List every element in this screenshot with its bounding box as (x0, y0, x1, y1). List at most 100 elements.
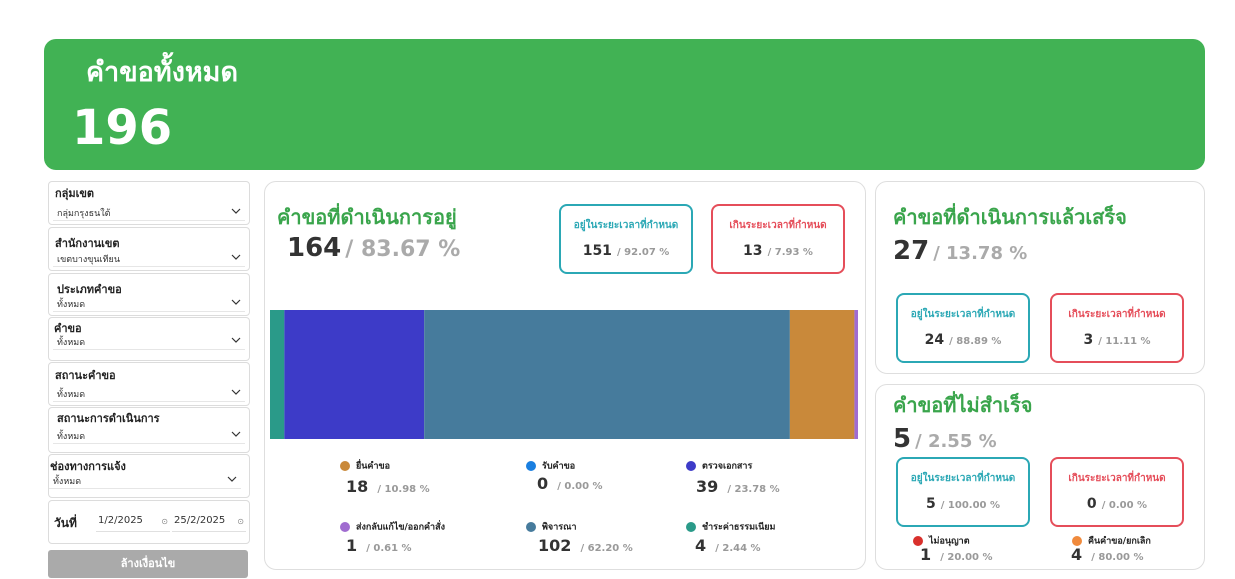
legend-count: 4 (695, 536, 707, 555)
kpi-percent: / 7.93 % (767, 247, 813, 258)
legend-label: ยื่นคำขอ (356, 461, 391, 472)
kpi-title: อยู่ในระยะเวลาที่กำหนด (910, 473, 1016, 484)
legend-dot (913, 535, 923, 546)
kpi-title: เกินระยะเวลาที่กำหนด (729, 220, 827, 231)
legend-item: ยื่นคำขอ (340, 455, 390, 474)
in-progress-percent: 83.67 % (360, 237, 461, 262)
date-start-input[interactable]: 1/2/2025 ⊙ (96, 510, 170, 532)
failed-overdue-card: เกินระยะเวลาที่กำหนด 0 / 0.00 % (1050, 457, 1184, 527)
calendar-icon[interactable]: ⊙ (237, 517, 244, 526)
filter-zone-group[interactable]: กลุ่มเขต กลุ่มกรุงธนใต้ (48, 181, 250, 225)
legend-item: พิจารณา (526, 516, 577, 535)
kpi-value: 24 / 88.89 % (898, 329, 1028, 348)
filter-channel[interactable]: ช่องทางการแจ้ง ทั้งหมด (48, 454, 250, 498)
date-filter-label: วันที่ (54, 516, 77, 530)
filter-value: ทั้งหมด (57, 338, 86, 348)
legend-percent: / 20.00 % (940, 552, 993, 563)
filter-label: คำขอ (54, 322, 82, 335)
legend-dot (686, 460, 696, 471)
in-progress-count-value: 164 (287, 233, 342, 263)
filter-label: สำนักงานเขต (55, 237, 120, 250)
legend-dot (1072, 535, 1082, 546)
operation-status-select[interactable]: ทั้งหมด (53, 426, 245, 444)
in-progress-count: 164/ 83.67 % (287, 233, 460, 263)
zone-group-select[interactable]: กลุ่มกรุงธนใต้ (53, 203, 245, 221)
completed-percent: 13.78 % (946, 243, 1028, 264)
legend-label: ไม่อนุญาต (929, 536, 970, 547)
failed-on-time-card: อยู่ในระยะเวลาที่กำหนด 5 / 100.00 % (896, 457, 1030, 527)
legend-item: รับคำขอ (526, 455, 575, 474)
filter-value: ทั้งหมด (57, 432, 86, 442)
legend-item: ชำระค่าธรรมเนียม (686, 516, 775, 535)
legend-count: 102 (538, 536, 572, 555)
in-progress-overdue-card: เกินระยะเวลาที่กำหนด 13 / 7.93 % (711, 204, 845, 274)
calendar-icon[interactable]: ⊙ (161, 517, 168, 526)
legend-label: ตรวจเอกสาร (702, 461, 753, 472)
filter-label: ประเภทคำขอ (57, 283, 122, 296)
date-end-input[interactable]: 25/2/2025 ⊙ (172, 510, 246, 532)
channel-select[interactable]: ทั้งหมด (49, 471, 241, 489)
bar-segment-3[interactable] (789, 310, 855, 439)
filter-request-status[interactable]: สถานะคำขอ ทั้งหมด (48, 362, 250, 406)
legend-item: ส่งกลับแก้ไข/ออกคำสั่ง (340, 516, 445, 535)
chevron-down-icon (231, 299, 241, 305)
completed-title: คำขอที่ดำเนินการแล้วเสร็จ (893, 205, 1127, 229)
bar-segment-1[interactable] (284, 310, 425, 439)
legend-percent: / 62.20 % (580, 543, 633, 554)
chevron-down-icon (231, 389, 241, 395)
kpi-title: อยู่ในระยะเวลาที่กำหนด (573, 220, 679, 231)
request-select[interactable]: ทั้งหมด (53, 332, 245, 350)
legend-percent: / 2.44 % (715, 543, 761, 554)
in-progress-title: คำขอที่ดำเนินการอยู่ (277, 205, 457, 229)
kpi-count: 24 (924, 332, 945, 348)
legend-value: 0 / 0.00 % (537, 474, 603, 493)
summary-banner (44, 39, 1205, 170)
divider: / (915, 431, 928, 452)
request-status-select[interactable]: ทั้งหมด (53, 384, 245, 402)
filter-value: ทั้งหมด (57, 300, 86, 310)
legend-dot (526, 460, 536, 471)
chevron-down-icon (231, 337, 241, 343)
failed-percent: 2.55 % (927, 431, 997, 452)
banner-total-count: 196 (72, 100, 173, 156)
divider: / (933, 243, 947, 264)
banner-title: คำขอทั้งหมด (86, 57, 239, 88)
filter-request[interactable]: คำขอ ทั้งหมด (48, 317, 250, 361)
legend-count: 39 (696, 477, 719, 496)
kpi-value: 5 / 100.00 % (898, 493, 1028, 512)
kpi-percent: / 92.07 % (617, 247, 670, 258)
date-end-value: 25/2/2025 (174, 515, 226, 526)
bar-segment-0[interactable] (270, 310, 285, 439)
legend-value: 1 / 0.61 % (346, 536, 412, 555)
legend-percent: / 0.61 % (366, 543, 412, 554)
request-type-select[interactable]: ทั้งหมด (53, 294, 245, 312)
kpi-value: 13 / 7.93 % (713, 240, 843, 259)
filter-operation-status[interactable]: สถานะการดำเนินการ ทั้งหมด (48, 407, 250, 453)
in-progress-on-time-card: อยู่ในระยะเวลาที่กำหนด 151 / 92.07 % (559, 204, 693, 274)
legend-label: พิจารณา (542, 522, 577, 533)
legend-percent: / 23.78 % (727, 484, 780, 495)
legend-value: 39 / 23.78 % (696, 477, 780, 496)
bar-segment-4[interactable] (854, 310, 858, 439)
chevron-down-icon (231, 208, 241, 214)
legend-value: 18 / 10.98 % (346, 477, 430, 496)
district-office-select[interactable]: เขตบางขุนเทียน (53, 249, 245, 267)
filter-request-type[interactable]: ประเภทคำขอ ทั้งหมด (48, 273, 250, 316)
legend-label: ชำระค่าธรรมเนียม (702, 522, 776, 533)
kpi-percent: / 11.11 % (1098, 336, 1151, 347)
bar-segment-2[interactable] (424, 310, 790, 439)
failed-count: 5/ 2.55 % (893, 424, 997, 454)
failed-breakdown-item: คืนคำขอ/ยกเลิก (1072, 530, 1151, 549)
completed-overdue-card: เกินระยะเวลาที่กำหนด 3 / 11.11 % (1050, 293, 1184, 363)
legend-count: 18 (346, 477, 369, 496)
divider: / (345, 237, 361, 262)
kpi-percent: / 88.89 % (949, 336, 1002, 347)
legend-count: 1 (346, 536, 358, 555)
legend-dot (340, 460, 350, 471)
legend-label: ส่งกลับแก้ไข/ออกคำสั่ง (356, 522, 446, 533)
filter-district-office[interactable]: สำนักงานเขต เขตบางขุนเทียน (48, 227, 250, 271)
failed-count-value: 5 (893, 424, 912, 454)
date-start-value: 1/2/2025 (98, 515, 143, 526)
clear-filters-button[interactable]: ล้างเงื่อนไข (48, 550, 248, 578)
kpi-value: 0 / 0.00 % (1052, 493, 1182, 512)
